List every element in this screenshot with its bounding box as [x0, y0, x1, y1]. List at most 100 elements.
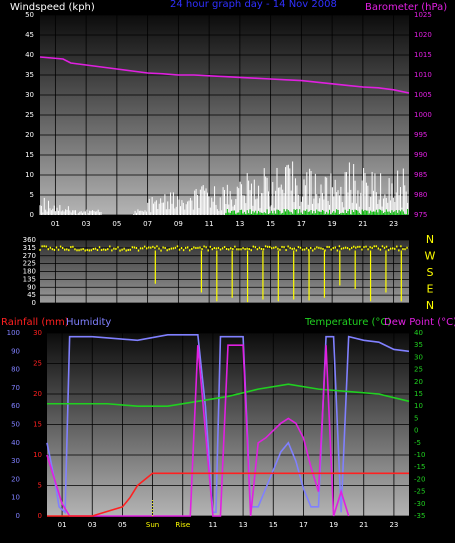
y-right-tick-label: 0: [414, 427, 418, 435]
direction-point: [248, 248, 250, 251]
direction-point: [355, 246, 357, 249]
y-tick-label: 0: [32, 299, 36, 307]
direction-point: [170, 247, 172, 250]
rainfall-axis-label: Rainfall (mm): [1, 317, 69, 328]
direction-point: [207, 249, 209, 252]
direction-point: [143, 245, 146, 248]
y-tick-label: 20: [33, 390, 42, 398]
direction-point: [82, 248, 84, 251]
direction-point: [348, 248, 351, 251]
direction-point: [59, 245, 62, 248]
direction-point: [193, 246, 195, 249]
direction-point: [125, 249, 127, 252]
y-right-tick-label: 5: [414, 414, 418, 422]
direction-point: [107, 248, 109, 251]
direction-point: [100, 248, 103, 251]
y-right-tick-label: -25: [414, 488, 425, 496]
compass-label: N: [426, 233, 434, 246]
direction-point: [47, 248, 49, 251]
x-tick-label: 03: [82, 220, 91, 228]
y-tick-label: 35: [25, 71, 34, 79]
humidity-axis-label: Humidity: [66, 317, 111, 328]
y-tick-label: 15: [33, 421, 42, 429]
direction-point: [387, 249, 390, 252]
direction-point: [45, 245, 47, 248]
x-tick-label: 13: [235, 220, 244, 228]
direction-point: [394, 247, 396, 250]
direction-point: [43, 245, 45, 248]
direction-point: [318, 246, 320, 249]
direction-point: [127, 248, 129, 251]
y-tick-label: 5: [30, 191, 34, 199]
direction-point: [195, 246, 197, 249]
direction-point: [133, 246, 136, 249]
direction-point: [166, 249, 168, 252]
y-far-left-tick-label: 0: [16, 512, 20, 520]
direction-point: [371, 246, 373, 249]
direction-point: [275, 246, 277, 249]
series-line: [47, 383, 410, 408]
direction-point: [336, 249, 339, 252]
x-tick-label: 17: [297, 220, 306, 228]
direction-point: [168, 248, 170, 251]
dewpoint-axis-label: Dew Point (°C): [384, 317, 455, 328]
direction-grid: [40, 239, 409, 304]
direction-point: [404, 248, 406, 251]
direction-point: [377, 247, 380, 250]
direction-point: [178, 248, 181, 251]
direction-point: [154, 246, 156, 249]
direction-point: [328, 246, 330, 249]
direction-point: [262, 248, 265, 251]
direction-point: [158, 247, 160, 250]
x-tick-label: 21: [359, 521, 368, 529]
y-far-left-tick-label: 100: [7, 329, 20, 337]
direction-point: [176, 245, 179, 248]
direction-point: [264, 245, 267, 248]
direction-point: [332, 247, 334, 250]
direction-point: [162, 246, 164, 249]
y-far-left-tick-label: 90: [11, 347, 20, 355]
direction-point: [279, 248, 281, 251]
direction-point: [381, 245, 384, 248]
direction-point: [90, 249, 93, 252]
y-right-tick-label: 1000: [414, 111, 432, 119]
direction-point: [209, 245, 211, 248]
direction-point: [406, 246, 408, 249]
x-tick-label: 13: [239, 521, 248, 529]
direction-point: [310, 246, 312, 249]
direction-point: [256, 248, 259, 251]
direction-point: [53, 248, 56, 251]
y-far-left-tick-label: 50: [11, 421, 20, 429]
direction-point: [121, 248, 123, 251]
direction-point: [357, 245, 359, 248]
compass-label: W: [425, 250, 436, 263]
direction-point: [172, 247, 175, 250]
direction-point: [373, 245, 375, 248]
y-right-tick-label: -20: [414, 475, 425, 483]
y-tick-label: 5: [38, 482, 42, 490]
y-tick-label: 135: [23, 275, 36, 283]
y-right-tick-label: 1005: [414, 91, 432, 99]
x-tick-label: 05: [112, 220, 121, 228]
series-line: [47, 472, 409, 517]
direction-point: [305, 247, 308, 250]
direction-point: [330, 248, 332, 251]
direction-point: [242, 247, 244, 250]
direction-point: [74, 248, 76, 251]
y-tick-label: 10: [25, 171, 34, 179]
direction-point: [316, 246, 318, 249]
temperature-axis-label: Temperature (°C): [304, 317, 391, 328]
y-far-left-tick-label: 60: [11, 402, 20, 410]
y-right-tick-label: 980: [414, 191, 427, 199]
y-far-left-tick-label: 20: [11, 475, 20, 483]
direction-point: [283, 246, 285, 249]
direction-point: [174, 246, 177, 249]
direction-point: [375, 245, 377, 248]
direction-point: [342, 247, 345, 250]
direction-point: [326, 245, 328, 248]
direction-point: [64, 248, 66, 251]
graph-period-label: 24 hour graph day - 14 Nov 2008: [170, 0, 337, 10]
x-tick-label: 11: [205, 220, 214, 228]
